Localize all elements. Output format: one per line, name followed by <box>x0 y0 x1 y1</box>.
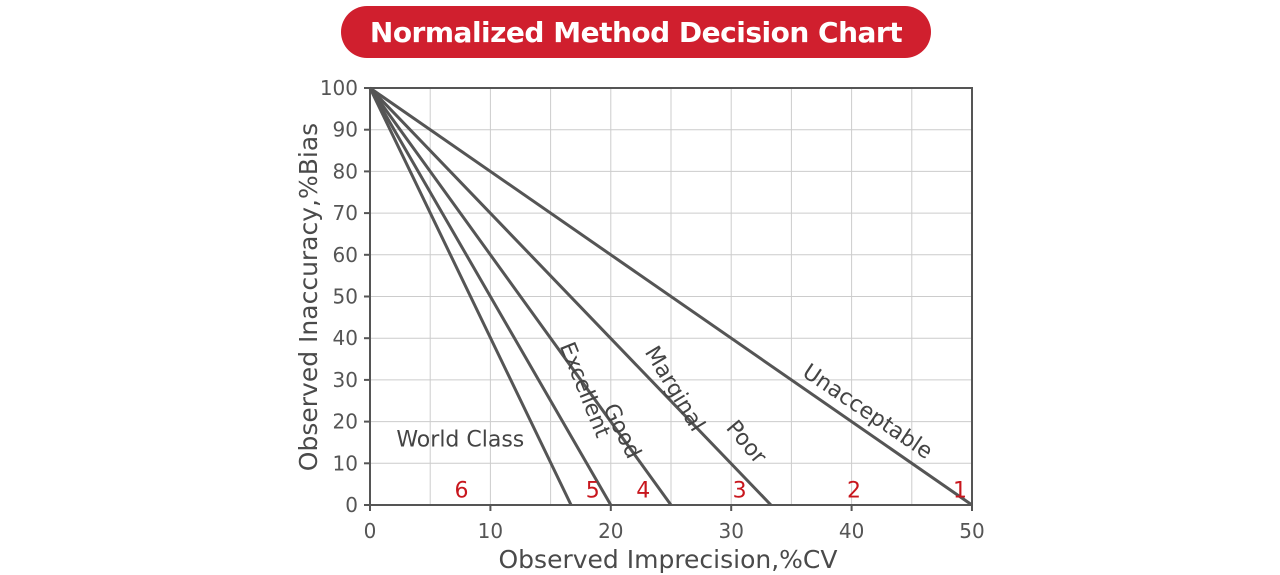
line-unacceptable <box>369 86 973 507</box>
y-tick-label: 30 <box>333 368 358 392</box>
zone-label-world-class: World Class <box>396 428 524 453</box>
y-tick-label: 0 <box>345 493 358 517</box>
y-tick-label: 80 <box>333 159 358 183</box>
y-tick-label: 40 <box>333 326 358 350</box>
tick-labels: 0 10 20 30 40 50 0 10 20 30 40 50 60 70 80 90 100 <box>320 76 985 543</box>
y-tick-label: 20 <box>333 410 358 434</box>
x-tick-label: 50 <box>959 519 984 543</box>
sigma-label: 5 <box>586 478 600 503</box>
grid <box>370 88 972 505</box>
y-tick-label: 100 <box>320 76 358 100</box>
sigma-label: 4 <box>636 478 650 503</box>
line-poor <box>368 86 773 507</box>
x-tick-label: 0 <box>364 519 377 543</box>
y-tick-label: 10 <box>333 451 358 475</box>
line-marginal <box>368 87 673 506</box>
line-good <box>368 87 613 506</box>
x-tick-label: 40 <box>839 519 864 543</box>
x-tick-label: 20 <box>598 519 623 543</box>
x-tick-label: 10 <box>478 519 503 543</box>
x-tick-label: 30 <box>718 519 743 543</box>
chart-title-banner: Normalized Method Decision Chart <box>341 6 931 58</box>
sigma-label: 6 <box>455 478 469 503</box>
sigma-label: 2 <box>847 478 861 503</box>
x-axis-label: Observed Imprecision,%CV <box>499 545 838 574</box>
y-tick-label: 50 <box>333 285 358 309</box>
y-tick-label: 70 <box>333 201 358 225</box>
y-axis-label: Observed Inaccuracy,%Bias <box>294 123 323 471</box>
zone-labels: UnacceptablePoorMarginalGoodExcellentWor… <box>396 339 967 504</box>
chart-title: Normalized Method Decision Chart <box>369 15 903 49</box>
sigma-label: 3 <box>733 478 747 503</box>
decision-lines <box>368 86 973 507</box>
line-excellent <box>368 87 573 506</box>
y-tick-label: 60 <box>333 243 358 267</box>
zone-label-unacceptable: Unacceptable <box>798 359 937 464</box>
zone-label-excellent: Excellent <box>554 339 615 442</box>
y-tick-label: 90 <box>333 118 358 142</box>
sigma-label: 1 <box>953 478 967 503</box>
